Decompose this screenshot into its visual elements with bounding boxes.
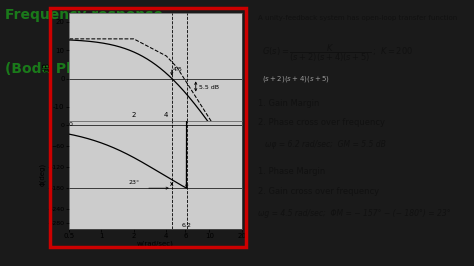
Y-axis label: ϕ(deg): ϕ(deg) <box>39 163 46 186</box>
Text: 4.5: 4.5 <box>173 67 182 72</box>
Text: 5.5 dB: 5.5 dB <box>199 85 219 90</box>
Text: A unity-feedback system has open-loop transfer function: A unity-feedback system has open-loop tr… <box>258 15 457 21</box>
Text: (Bode Plot): (Bode Plot) <box>5 62 93 76</box>
Text: 0: 0 <box>69 122 73 127</box>
Text: Frequency response: Frequency response <box>5 8 163 22</box>
Text: 2. Gain cross over frequency: 2. Gain cross over frequency <box>258 187 379 196</box>
Text: 6.2: 6.2 <box>182 223 192 228</box>
Text: $(s+2)(s+4)(s+5)$: $(s+2)(s+4)(s+5)$ <box>262 74 330 84</box>
X-axis label: w(rad/sec): w(rad/sec) <box>137 240 173 247</box>
Y-axis label: dB: dB <box>43 62 52 72</box>
Text: ωg = 4.5 rad/sec;  ΦM = − 157° − (− 180°) = 23°: ωg = 4.5 rad/sec; ΦM = − 157° − (− 180°)… <box>258 209 450 218</box>
Text: 1. Phase Margin: 1. Phase Margin <box>258 167 325 176</box>
Text: ωφ = 6.2 rad/sec;  GM = 5.5 dB: ωφ = 6.2 rad/sec; GM = 5.5 dB <box>264 140 385 149</box>
Text: 2. Phase cross over frequency: 2. Phase cross over frequency <box>258 118 385 127</box>
Text: $G(s) = \dfrac{K}{(s+2)(s+4)(s+5)}\ ;\ K=200$: $G(s) = \dfrac{K}{(s+2)(s+4)(s+5)}\ ;\ K… <box>262 42 414 64</box>
Text: 23°: 23° <box>129 180 140 185</box>
Text: 1. Gain Margin: 1. Gain Margin <box>258 98 319 107</box>
Text: 4: 4 <box>164 112 168 118</box>
Text: 2: 2 <box>132 112 136 118</box>
